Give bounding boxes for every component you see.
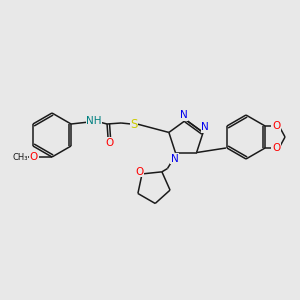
Text: O: O (30, 152, 38, 162)
Text: O: O (135, 167, 143, 177)
Text: O: O (105, 138, 113, 148)
Text: CH₃: CH₃ (12, 152, 28, 161)
Text: O: O (272, 121, 280, 131)
Text: NH: NH (86, 116, 102, 126)
Text: S: S (130, 118, 138, 130)
Text: O: O (272, 143, 280, 153)
Text: N: N (180, 110, 188, 120)
Text: N: N (201, 122, 209, 132)
Text: N: N (170, 154, 178, 164)
